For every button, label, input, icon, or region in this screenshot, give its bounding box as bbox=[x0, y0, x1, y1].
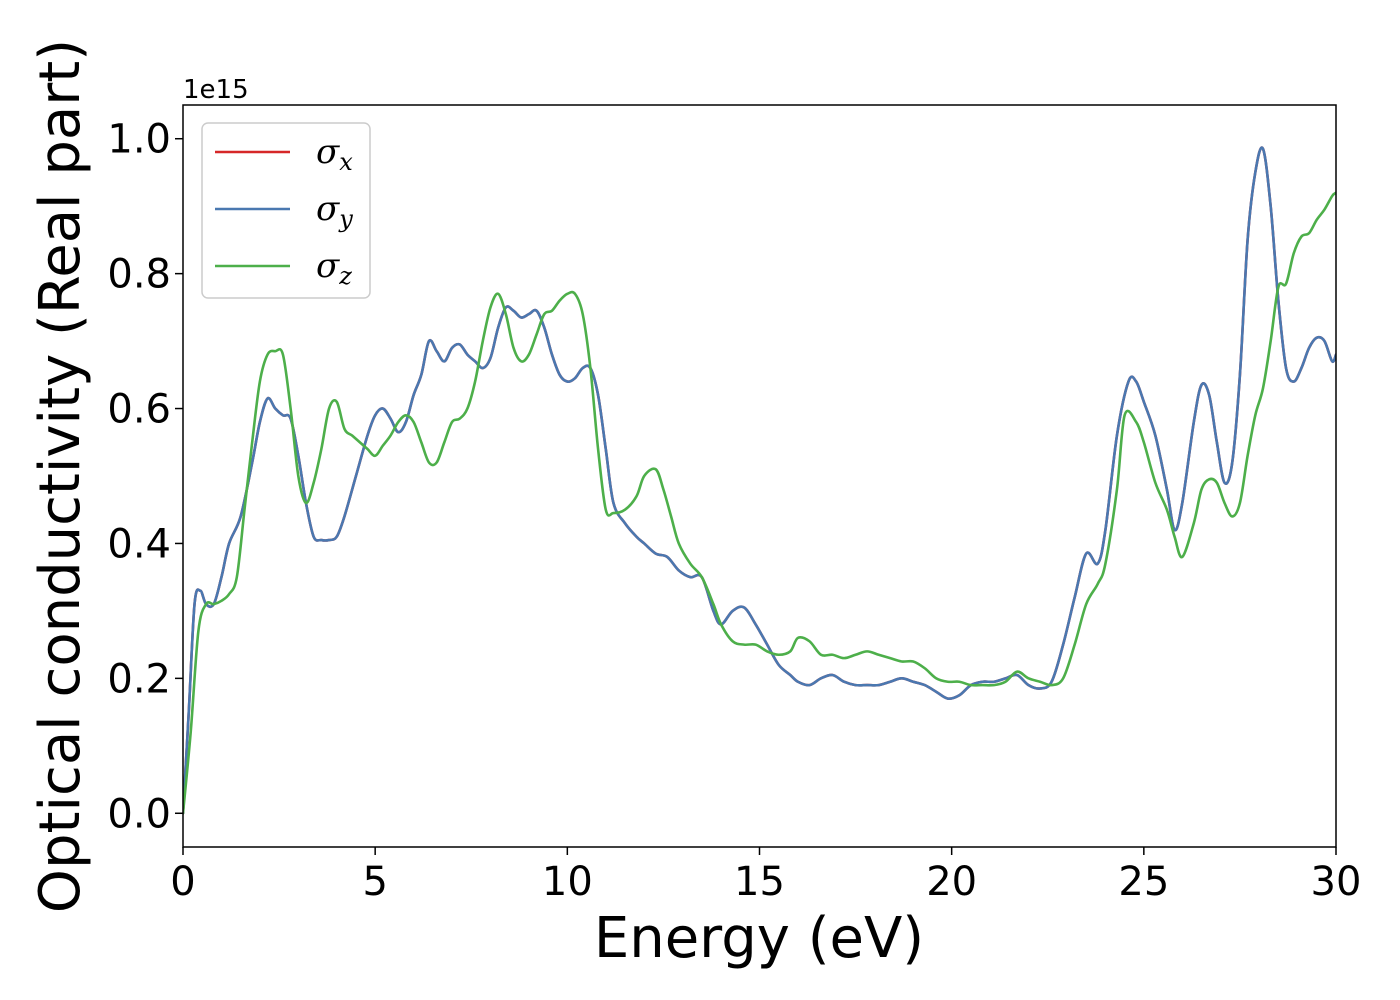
legend: σx σy σz bbox=[201, 122, 371, 299]
legend-label-x: σx bbox=[316, 132, 353, 176]
x-tick-label: 30 bbox=[1311, 859, 1362, 905]
x-tick-label: 15 bbox=[734, 859, 785, 905]
y-axis-ticks: 0.0 0.2 0.4 0.6 0.8 1.0 bbox=[107, 117, 183, 837]
series-line-y bbox=[183, 146, 1336, 815]
y-tick-label: 0.6 bbox=[107, 387, 171, 433]
y-tick-label: 0.2 bbox=[107, 656, 171, 702]
legend-entries: σx σy σz bbox=[215, 132, 353, 290]
legend-box bbox=[201, 122, 371, 299]
x-tick-label: 25 bbox=[1118, 859, 1169, 905]
y-tick-label: 0.4 bbox=[107, 521, 171, 567]
legend-label-y: σy bbox=[316, 189, 353, 233]
plot-area bbox=[182, 104, 1337, 848]
y-tick-label: 0.8 bbox=[107, 252, 171, 298]
x-tick-label: 20 bbox=[926, 859, 977, 905]
legend-label-z: σz bbox=[316, 246, 352, 290]
x-tick-label: 5 bbox=[362, 859, 387, 905]
x-tick-label: 10 bbox=[542, 859, 593, 905]
y-offset-label: 1e15 bbox=[183, 75, 249, 105]
y-axis-label: Optical conductivity (Real part) bbox=[28, 39, 93, 913]
series-layer bbox=[183, 146, 1336, 815]
x-axis-ticks: 0 5 10 15 20 25 30 bbox=[170, 847, 1361, 905]
y-tick-label: 1.0 bbox=[107, 117, 171, 163]
x-tick-label: 0 bbox=[170, 859, 195, 905]
y-tick-label: 0.0 bbox=[107, 791, 171, 837]
series-line-z bbox=[183, 191, 1336, 815]
x-axis-label: Energy (eV) bbox=[594, 906, 924, 971]
